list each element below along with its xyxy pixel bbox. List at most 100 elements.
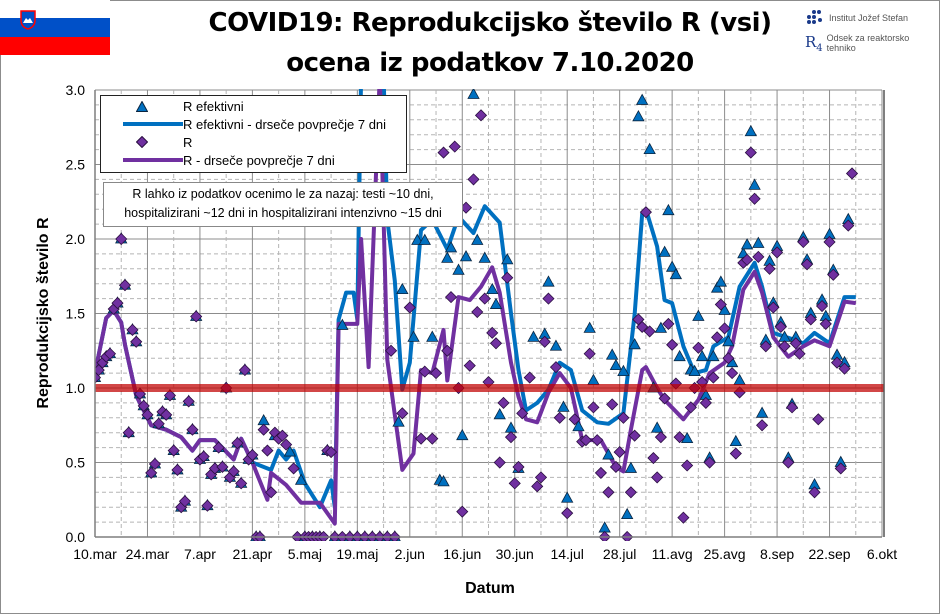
coat-of-arms-icon	[20, 10, 36, 30]
r-point	[752, 250, 765, 263]
note-line2: hospitalizirani ~12 dni in hospitalizira…	[124, 206, 442, 220]
r-efektivni-point	[624, 461, 638, 473]
r-point	[201, 499, 214, 512]
r-efektivni-point	[688, 364, 701, 377]
r-point	[141, 408, 154, 421]
ijs-logo-text: Institut Jožef Stefan	[829, 13, 909, 23]
r4-logo-text: Odsek za reaktorsko tehniko	[826, 33, 910, 53]
blue-line-icon	[123, 122, 183, 126]
legend-item-r-avg: R - drseče povprečje 7 dni	[101, 151, 335, 169]
r-point	[834, 462, 847, 475]
r-point	[474, 109, 488, 122]
r-point	[418, 365, 431, 378]
r-point	[624, 486, 637, 499]
r-point	[542, 292, 555, 305]
r-point	[122, 426, 135, 439]
x-tick-label: 7.apr	[184, 546, 216, 562]
r-point	[699, 396, 712, 409]
r-point	[448, 140, 461, 153]
r-point	[729, 447, 742, 460]
r-point	[403, 301, 416, 314]
r-point	[414, 432, 428, 445]
r-point	[741, 253, 754, 266]
r-point	[797, 235, 810, 249]
r-point	[684, 401, 697, 414]
r-point	[478, 292, 491, 305]
r-point	[639, 206, 652, 219]
r-point	[718, 322, 731, 335]
r-point	[508, 477, 521, 490]
r-point	[265, 486, 278, 499]
r-point	[325, 446, 338, 459]
r-point	[426, 432, 439, 445]
r-point	[231, 437, 244, 450]
x-axis-label: Datum	[465, 580, 515, 597]
r-point	[617, 411, 630, 424]
r-point	[793, 347, 806, 360]
r-efektivni-point	[628, 337, 641, 350]
r-efektivni-point	[662, 203, 675, 216]
r-point	[130, 335, 143, 348]
x-tick-label: 5.maj	[288, 546, 322, 562]
r-point	[778, 340, 791, 353]
r-point	[677, 511, 690, 524]
r-efektivni-point	[744, 124, 758, 137]
purple-line-icon	[123, 158, 183, 162]
r-point	[523, 371, 536, 384]
r-efektivni-point	[426, 330, 439, 342]
r-point	[628, 429, 641, 442]
x-tick-label: 28.jul	[603, 546, 636, 562]
r-efektivni-point	[444, 241, 458, 253]
y-tick-label: 2.0	[66, 231, 86, 247]
r-point	[658, 392, 671, 405]
r-efektivni-point	[452, 263, 465, 275]
r-point	[261, 444, 274, 457]
r-efektivni-point	[542, 275, 555, 287]
r-point	[486, 326, 499, 339]
r-point	[666, 338, 679, 351]
r-efektivni-point	[635, 93, 649, 105]
r-point	[463, 359, 476, 372]
legend-item-r-efektivni: R efektivni	[101, 97, 244, 115]
chart-title-line2: ocena iz podatkov 7.10.2020	[286, 48, 694, 78]
r-point	[606, 398, 619, 411]
r-point	[579, 434, 593, 447]
r-efektivni-point	[654, 321, 668, 333]
x-tick-label: 22.sep	[809, 546, 851, 562]
r-point	[830, 356, 844, 369]
r-point	[711, 331, 724, 344]
r-point	[549, 361, 563, 374]
r-point	[553, 411, 566, 424]
r-efektivni-point	[471, 233, 484, 245]
r-efektivni-point	[650, 421, 664, 433]
r-efektivni-point	[714, 275, 728, 287]
legend-label: R	[183, 134, 193, 150]
x-tick-label: 30.jun	[496, 546, 534, 562]
r-point	[774, 320, 787, 333]
r-efektivni-point	[620, 507, 634, 520]
r-point	[493, 456, 506, 469]
r-efektivni-point	[602, 448, 615, 460]
r-point	[190, 310, 203, 323]
r-efektivni-point	[729, 434, 743, 447]
r-efektivni-point	[467, 89, 480, 99]
r-point	[115, 232, 128, 246]
r-efektivni-point	[665, 260, 679, 272]
r-point	[227, 465, 240, 478]
r-point	[531, 480, 544, 493]
r-point	[118, 279, 132, 292]
r-point	[497, 396, 510, 409]
r-efektivni-point	[692, 309, 705, 321]
r-point	[815, 299, 829, 313]
r-point	[744, 146, 757, 159]
note-line1: R lahko iz podatkov ocenimo le za nazaj:…	[132, 187, 434, 201]
r-point	[759, 340, 772, 353]
r-point	[568, 413, 581, 426]
r-point	[280, 438, 293, 451]
r-efektivni-point	[283, 445, 297, 457]
flag-stripe-red	[0, 36, 110, 55]
r-point	[804, 313, 817, 326]
r-efektivni-point	[336, 318, 349, 330]
x-tick-label: 21.apr	[233, 546, 273, 562]
